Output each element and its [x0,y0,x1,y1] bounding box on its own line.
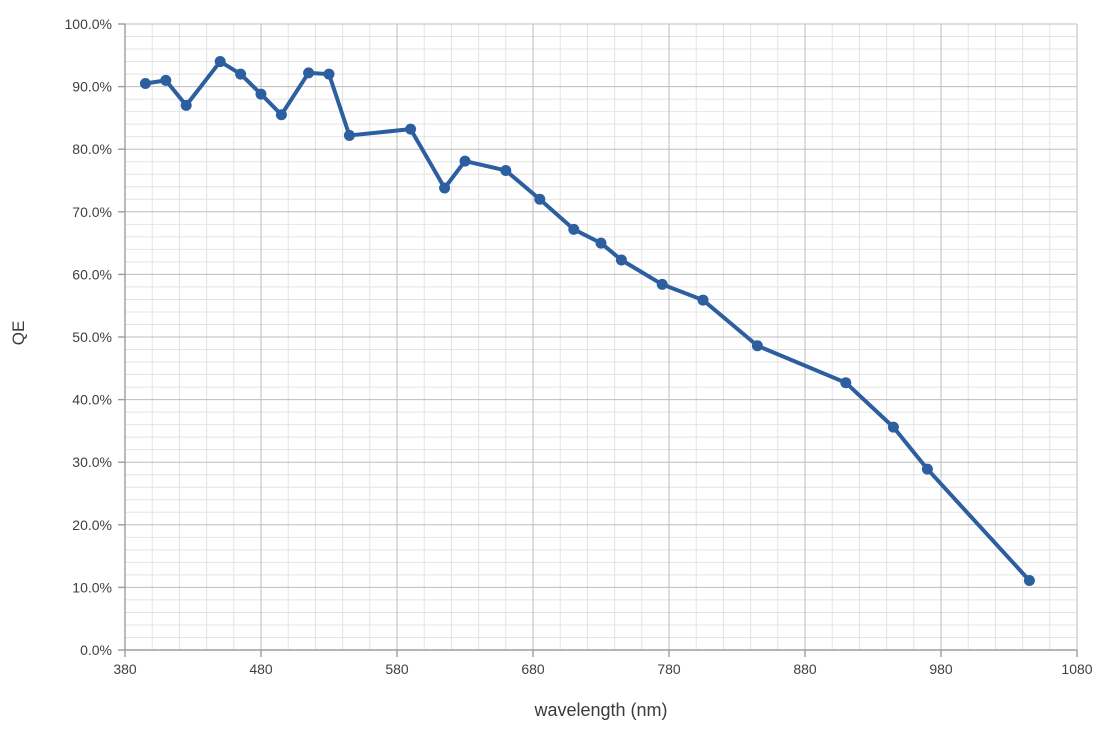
data-point [139,77,151,89]
data-point [323,68,335,80]
y-tick-label: 90.0% [72,79,112,95]
gridlines-major [125,23,1078,650]
axis-tick-marks [118,23,1078,657]
y-tick-label: 60.0% [72,266,112,282]
data-point [887,421,899,433]
data-point [439,182,451,194]
data-point [534,193,546,205]
y-tick-labels: 0.0% 10.0% 20.0% 30.0% 40.0% 50.0% 60.0% 70.0% 8… [65,16,112,658]
data-point [405,123,417,135]
y-tick-label: 10.0% [72,579,112,595]
data-point [160,74,172,86]
x-tick-labels: 380 480 580 680 780 880 980 1080 [113,661,1092,677]
x-tick-label: 580 [385,661,409,677]
data-point [840,377,852,389]
y-tick-label: 70.0% [72,204,112,220]
y-tick-label: 40.0% [72,392,112,408]
y-tick-label: 20.0% [72,517,112,533]
data-point [214,56,226,68]
y-tick-label: 0.0% [80,642,112,658]
data-point [180,99,192,111]
qe-series [139,56,1035,587]
x-tick-label: 380 [113,661,137,677]
x-tick-label: 780 [657,661,681,677]
data-point [1023,575,1035,587]
y-tick-label: 100.0% [65,16,112,32]
y-tick-label: 80.0% [72,141,112,157]
y-axis-title: QE [9,321,28,346]
data-point [255,88,267,100]
data-point [235,68,247,80]
data-point [697,294,709,306]
data-point [459,155,471,167]
data-point [615,254,627,266]
data-point [500,164,512,176]
x-tick-label: 1080 [1061,661,1092,677]
x-tick-label: 680 [521,661,545,677]
y-tick-label: 50.0% [72,329,112,345]
data-point [303,67,315,79]
x-tick-label: 980 [929,661,953,677]
x-tick-label: 480 [249,661,273,677]
data-point [568,223,580,235]
x-tick-label: 880 [793,661,817,677]
data-point [751,340,763,352]
x-axis-title: wavelength (nm) [533,700,667,720]
y-tick-label: 30.0% [72,454,112,470]
data-point [656,278,668,290]
data-point [921,463,933,475]
data-point [275,109,287,121]
data-point [595,237,607,249]
data-point [343,129,355,141]
